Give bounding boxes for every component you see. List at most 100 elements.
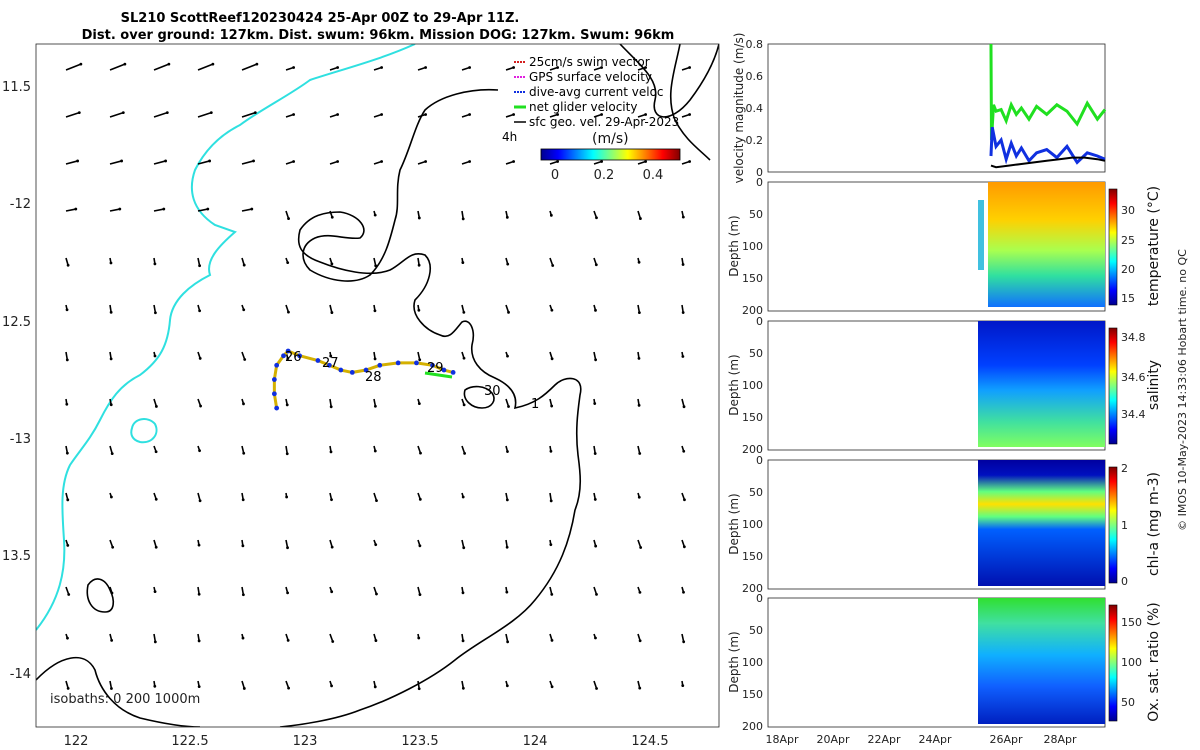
vector-arrow-head bbox=[164, 159, 168, 163]
vector-arrow-head bbox=[374, 543, 378, 547]
vector-arrow-head bbox=[198, 449, 201, 453]
vector-arrow-head bbox=[167, 62, 171, 66]
vector-arrow-head bbox=[418, 593, 422, 596]
vector-arrow bbox=[286, 728, 288, 733]
track-point bbox=[285, 348, 291, 354]
vector-arrow-head bbox=[329, 450, 333, 454]
vector-arrow-head bbox=[418, 544, 422, 548]
vector-arrow-head bbox=[330, 215, 334, 219]
vector-arrow-head bbox=[550, 404, 554, 408]
vector-arrow-head bbox=[550, 592, 554, 596]
date-tick-20apr: 20Apr bbox=[816, 733, 850, 746]
vector-arrow-head bbox=[461, 217, 465, 221]
track-point bbox=[430, 362, 435, 368]
vector-arrow-head bbox=[65, 402, 69, 406]
sal-cb-label: salinity bbox=[1146, 360, 1162, 410]
vector-arrow-head bbox=[594, 263, 598, 267]
vector-arrow-head bbox=[682, 405, 686, 409]
velocity-line-net-glider-velocity bbox=[989, 43, 1107, 141]
vector-arrow-head bbox=[162, 207, 166, 211]
chl-depth-200: 200 bbox=[742, 582, 763, 595]
vector-arrow-head bbox=[507, 405, 510, 408]
vector-arrow-head bbox=[330, 262, 334, 266]
vector-arrow-head bbox=[595, 216, 598, 220]
day-label-28: 28 bbox=[365, 370, 382, 385]
temp-cb-15: 15 bbox=[1121, 292, 1135, 305]
vector-arrow-head bbox=[330, 545, 334, 549]
vector-arrow-head bbox=[241, 544, 245, 548]
track-point bbox=[450, 370, 456, 375]
ox-cb-50: 50 bbox=[1121, 696, 1135, 709]
vector-arrow-head bbox=[600, 113, 604, 116]
vector-arrow-head bbox=[380, 113, 384, 116]
date-tick-24apr: 24Apr bbox=[918, 733, 952, 746]
sal-ylabel: Depth (m) bbox=[727, 354, 741, 415]
vector-arrow-head bbox=[637, 260, 641, 264]
vector-arrow-head bbox=[109, 731, 112, 734]
isobath-black-island2 bbox=[463, 385, 495, 409]
date-tick-22apr: 22Apr bbox=[867, 733, 901, 746]
vector-arrow-head bbox=[468, 113, 472, 116]
temp-depth-0: 0 bbox=[756, 176, 763, 189]
vector-arrow-head bbox=[286, 731, 289, 734]
vector-arrow bbox=[241, 63, 258, 71]
vector-arrow-head bbox=[76, 159, 80, 163]
vector-arrow-head bbox=[373, 449, 377, 453]
vector-arrow-head bbox=[682, 590, 685, 594]
vector-arrow-head bbox=[505, 590, 509, 594]
map-xtick-123: 123 bbox=[293, 734, 318, 749]
track-point bbox=[281, 353, 286, 359]
vel-ytick-0.6: 0.6 bbox=[746, 70, 764, 83]
vector-arrow-head bbox=[154, 450, 158, 454]
vector-arrow-head bbox=[595, 687, 598, 690]
vector-arrow bbox=[197, 160, 210, 165]
vector-arrow-head bbox=[243, 732, 246, 735]
ox-cb-100: 100 bbox=[1121, 656, 1142, 669]
figure-title-line1: SL210 ScottReef120230424 25-Apr 00Z to 2… bbox=[121, 11, 520, 26]
map-colorbar-tick-0: 0 bbox=[551, 168, 559, 183]
vector-arrow-head bbox=[461, 686, 465, 690]
vector-arrow-head bbox=[154, 497, 158, 501]
vector-arrow-head bbox=[65, 451, 69, 455]
map-colorbar-label: (m/s) bbox=[592, 131, 629, 147]
vector-arrow-head bbox=[682, 449, 686, 453]
vector-arrow bbox=[109, 160, 122, 165]
velocity-panel: 0 0.2 0.4 0.6 0.8 velocity magnitude (m/… bbox=[732, 33, 1107, 183]
vector-arrow bbox=[153, 63, 170, 71]
legend-sfc-geo-velocity: sfc geo. vel. 29-Apr-2023 bbox=[529, 115, 679, 129]
vector-arrow-head bbox=[556, 66, 560, 69]
chl-cb-label: chl-a (mg m-3) bbox=[1146, 472, 1162, 576]
vector-arrow-head bbox=[330, 311, 334, 314]
vector-arrow-head bbox=[417, 308, 421, 312]
vector-arrow-head bbox=[380, 66, 384, 69]
track-point bbox=[274, 405, 280, 411]
vector-arrow-head bbox=[243, 358, 247, 361]
vector-arrow-head bbox=[594, 732, 597, 735]
vector-arrow-head bbox=[292, 66, 296, 69]
vector-arrow-head bbox=[639, 217, 642, 220]
vector-arrow-head bbox=[110, 452, 114, 456]
vector-arrow-head bbox=[66, 263, 70, 267]
map-colorbar-tick-1: 0.2 bbox=[594, 168, 615, 183]
vector-arrow-head bbox=[79, 62, 83, 66]
map-ytick-14: -14 bbox=[10, 667, 31, 682]
vector-arrow-head bbox=[637, 495, 641, 499]
map-colorbar bbox=[540, 148, 681, 161]
track-point bbox=[297, 353, 302, 359]
vector-arrow-head bbox=[65, 308, 69, 312]
day-label-1: 1 bbox=[531, 397, 539, 412]
vector-arrow bbox=[65, 208, 76, 212]
isobath-black-main bbox=[279, 88, 582, 727]
map-xtick-122: 122 bbox=[64, 734, 89, 749]
legend-dive-avg-current: dive-avg current veloc bbox=[529, 85, 664, 99]
vector-arrow-head bbox=[506, 450, 509, 453]
vector-arrow-head bbox=[417, 402, 421, 406]
vector-arrow-head bbox=[638, 590, 642, 594]
vector-arrow-head bbox=[74, 207, 78, 211]
vector-arrow-head bbox=[638, 639, 642, 643]
vector-arrow-head bbox=[285, 495, 289, 499]
date-tick-26apr: 26Apr bbox=[989, 733, 1023, 746]
vector-arrow-head bbox=[286, 357, 290, 360]
chl-cb-1: 1 bbox=[1121, 519, 1128, 532]
